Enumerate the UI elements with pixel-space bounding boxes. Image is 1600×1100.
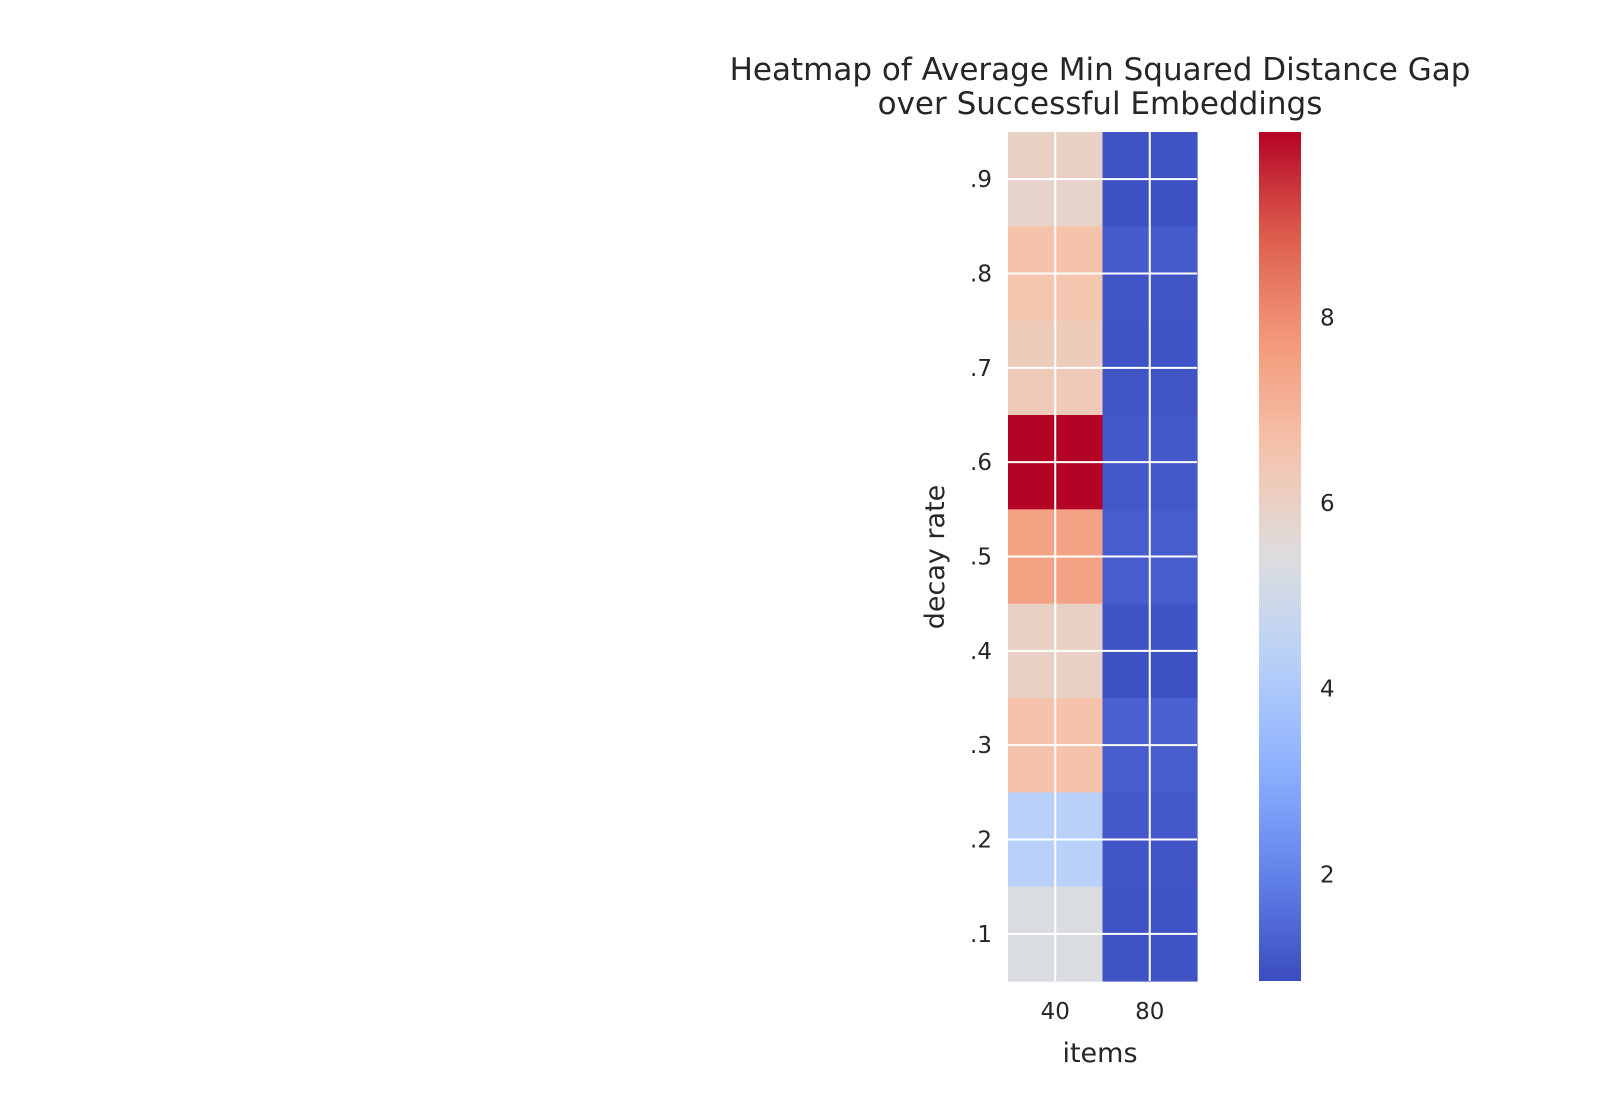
heatmap-cell: [1103, 840, 1151, 888]
x-tick-labels: 40 80: [1041, 999, 1165, 1025]
chart-title-line-1: Heatmap of Average Min Squared Distance …: [730, 52, 1471, 88]
heatmap-cell: [1150, 651, 1198, 699]
heatmap-cell: [1055, 321, 1103, 369]
heatmap-cell: [1008, 604, 1056, 652]
heatmap-cell: [1055, 415, 1103, 463]
colorbar-tick-labels: 2 4 6 8: [1320, 306, 1335, 889]
y-tick-label: .8: [970, 262, 992, 288]
heatmap-cell: [1150, 509, 1198, 557]
heatmap-cell: [1008, 226, 1056, 274]
y-tick-label: .5: [970, 545, 992, 571]
heatmap-cell: [1150, 604, 1198, 652]
heatmap-cell: [1008, 887, 1056, 935]
heatmap-cell: [1055, 368, 1103, 416]
heatmap-cell: [1103, 462, 1151, 510]
heatmap-cell: [1055, 509, 1103, 557]
heatmap-cell: [1055, 651, 1103, 699]
y-tick-labels: .1 .2 .3 .4 .5 .6 .7 .8 .9: [970, 167, 992, 948]
heatmap-cell: [1103, 557, 1151, 605]
colorbar-tick-label: 2: [1320, 862, 1335, 888]
heatmap-cell: [1103, 274, 1151, 322]
heatmap-cell: [1055, 179, 1103, 227]
y-tick-label: .3: [970, 733, 992, 759]
heatmap-cell: [1055, 934, 1103, 982]
heatmap-cell: [1103, 368, 1151, 416]
x-axis-label: items: [1062, 1038, 1137, 1069]
heatmap-cell: [1103, 415, 1151, 463]
heatmap-cell: [1008, 698, 1056, 746]
heatmap-cell: [1055, 462, 1103, 510]
heatmap-cell: [1150, 934, 1198, 982]
colorbar-tick-label: 8: [1320, 306, 1335, 332]
heatmap-cell: [1008, 557, 1056, 605]
y-tick-label: .1: [970, 922, 992, 948]
heatmap-cell: [1150, 179, 1198, 227]
y-tick-label: .2: [970, 828, 992, 854]
colorbar-tick-label: 6: [1320, 491, 1335, 517]
y-axis-label: decay rate: [920, 485, 951, 630]
heatmap-cell: [1008, 792, 1056, 840]
heatmap-cell: [1150, 557, 1198, 605]
heatmap-cell: [1055, 698, 1103, 746]
heatmap-cell: [1055, 132, 1103, 180]
heatmap-cell: [1103, 887, 1151, 935]
heatmap-cell: [1055, 887, 1103, 935]
heatmap-cell: [1103, 651, 1151, 699]
heatmap-cell: [1103, 792, 1151, 840]
heatmap-cell: [1008, 368, 1056, 416]
colorbar-tick-label: 4: [1320, 677, 1335, 703]
heatmap-cell: [1055, 604, 1103, 652]
heatmap-cell: [1008, 415, 1056, 463]
heatmap-cell: [1150, 745, 1198, 793]
heatmap-cell: [1103, 509, 1151, 557]
heatmap-cell: [1055, 745, 1103, 793]
heatmap-cell: [1150, 321, 1198, 369]
y-tick-label: .7: [970, 356, 992, 382]
heatmap-cell: [1103, 179, 1151, 227]
heatmap-cell: [1008, 179, 1056, 227]
heatmap-cell: [1055, 274, 1103, 322]
heatmap-cell: [1055, 792, 1103, 840]
chart-title-line-2: over Successful Embeddings: [878, 86, 1323, 122]
y-tick-label: .6: [970, 450, 992, 476]
heatmap-cell: [1055, 226, 1103, 274]
heatmap-cell: [1103, 226, 1151, 274]
heatmap-cell: [1150, 462, 1198, 510]
heatmap-cell: [1008, 651, 1056, 699]
heatmap-cell: [1150, 840, 1198, 888]
heatmap-cell: [1008, 321, 1056, 369]
x-tick-label: 80: [1135, 999, 1164, 1025]
y-tick-label: .9: [970, 167, 992, 193]
heatmap-cell: [1008, 462, 1056, 510]
heatmap-cell: [1055, 557, 1103, 605]
heatmap-cell: [1103, 934, 1151, 982]
heatmap-cell: [1008, 274, 1056, 322]
heatmap-cell: [1150, 415, 1198, 463]
y-tick-label: .4: [970, 639, 992, 665]
heatmap-cell: [1150, 698, 1198, 746]
heatmap-cell: [1008, 745, 1056, 793]
heatmap-cell: [1103, 321, 1151, 369]
heatmap-cell: [1008, 509, 1056, 557]
colorbar: [1259, 132, 1301, 981]
heatmap-cell: [1008, 934, 1056, 982]
heatmap-cell: [1008, 132, 1056, 180]
heatmap-cell: [1150, 274, 1198, 322]
heatmap-cell: [1008, 840, 1056, 888]
heatmap-cell: [1150, 132, 1198, 180]
heatmap-cell: [1150, 226, 1198, 274]
heatmap-cell: [1103, 132, 1151, 180]
heatmap-cell: [1103, 745, 1151, 793]
heatmap-cell: [1150, 368, 1198, 416]
heatmap-cell: [1103, 698, 1151, 746]
x-tick-label: 40: [1041, 999, 1070, 1025]
heatmap-cell: [1150, 792, 1198, 840]
heatmap-cell: [1055, 840, 1103, 888]
heatmap-cell: [1103, 604, 1151, 652]
heatmap-cell: [1150, 887, 1198, 935]
